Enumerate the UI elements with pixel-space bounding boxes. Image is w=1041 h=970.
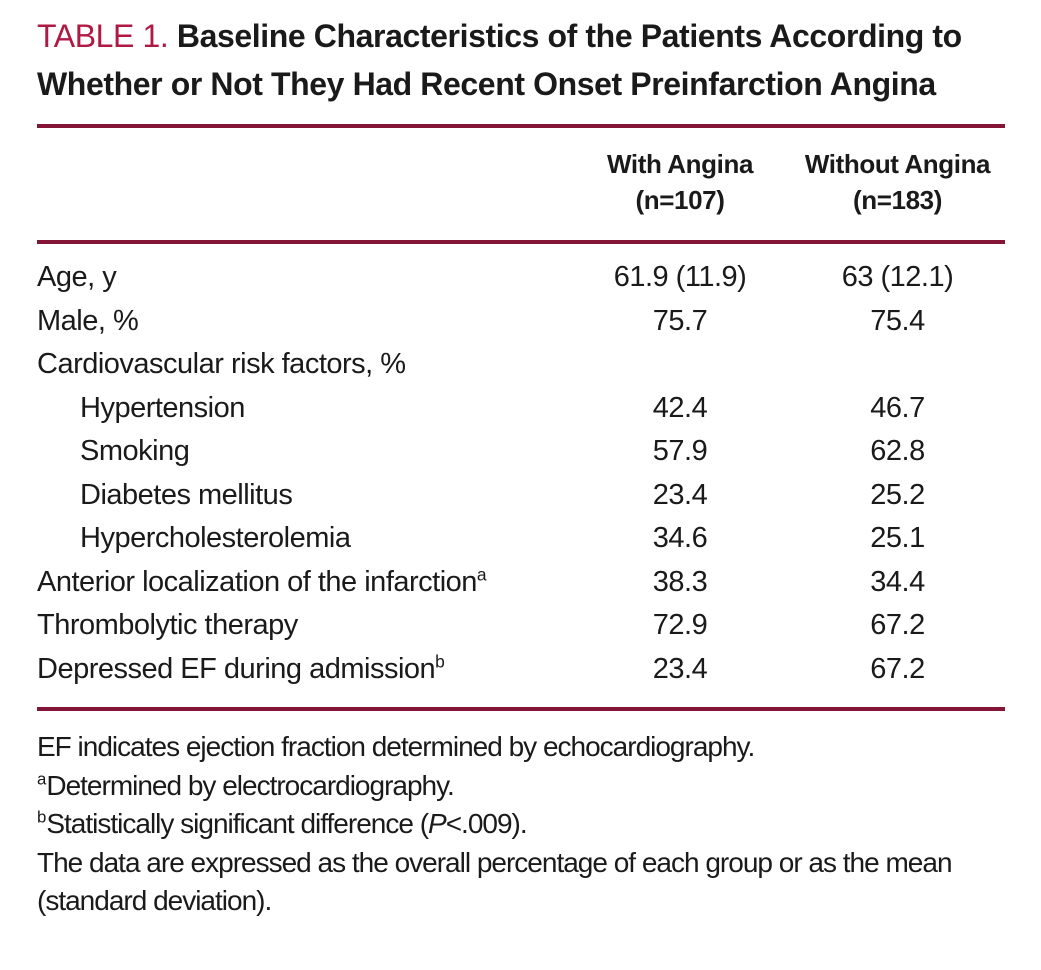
table-body: Age, y 61.9 (11.9) 63 (12.1) Male, % 75.… <box>37 244 1005 707</box>
row-value-with-angina: 61.9 (11.9) <box>613 261 747 293</box>
row-label: Age, y <box>37 261 117 293</box>
table-number-label: TABLE 1. <box>37 18 169 54</box>
row-label: Anterior localization of the infarctiona <box>37 563 487 598</box>
column-n: (n=183) <box>853 185 942 215</box>
table-row-diabetes: Diabetes mellitus 23.4 25.2 <box>37 474 1005 518</box>
row-value-without-angina: 25.2 <box>870 478 925 511</box>
footnote-data-note: The data are expressed as the overall pe… <box>37 846 953 917</box>
title-rule <box>37 124 1005 128</box>
row-label: Diabetes mellitus <box>80 478 293 511</box>
row-label: Cardiovascular risk factors, % <box>37 348 406 380</box>
row-value-without-angina: 67.2 <box>870 609 925 641</box>
footnote-b: bStatistically significant difference (P… <box>37 807 528 839</box>
row-label: Male, % <box>37 304 139 337</box>
footnote-marker-a: a <box>37 769 47 789</box>
table-title: TABLE 1. Baseline Characteristics of the… <box>37 12 1005 108</box>
table-title-text: Baseline Characteristics of the Patients… <box>37 18 962 102</box>
footnote-ef: EF indicates ejection fraction determine… <box>37 731 755 762</box>
column-n: (n=107) <box>635 185 725 215</box>
table-row-hypertension: Hypertension 42.4 46.7 <box>37 387 1005 431</box>
row-label: Hypercholesterolemia <box>80 522 351 554</box>
row-label: Depressed EF during admissionb <box>37 650 445 685</box>
row-value-with-angina: 23.4 <box>652 652 708 685</box>
column-name: Without Angina <box>804 149 991 179</box>
header-rule <box>37 240 1005 244</box>
table-row-cv-risk-factors: Cardiovascular risk factors, % <box>37 343 1005 387</box>
footnote-a: aDetermined by electrocardiography. <box>37 769 455 801</box>
row-value-with-angina: 75.7 <box>652 304 708 337</box>
row-value-without-angina: 46.7 <box>870 391 925 424</box>
column-header-without-angina: Without Angina (n=183) <box>790 146 1005 218</box>
column-header-with-angina: With Angina (n=107) <box>570 146 790 218</box>
column-name: With Angina <box>606 149 754 179</box>
table-header-row: With Angina (n=107) Without Angina (n=18… <box>37 128 1005 240</box>
row-label: Hypertension <box>80 391 245 424</box>
row-value-without-angina: 34.4 <box>870 565 925 598</box>
row-value-with-angina: 72.9 <box>652 609 708 641</box>
footnote-marker-a: a <box>476 563 487 584</box>
table-row-hypercholesterolemia: Hypercholesterolemia 34.6 25.1 <box>37 517 1005 561</box>
table-row-smoking: Smoking 57.9 62.8 <box>37 430 1005 474</box>
table-footnotes: EF indicates ejection fraction determine… <box>37 728 1005 921</box>
row-value-without-angina: 25.1 <box>870 522 925 554</box>
row-label: Smoking <box>80 435 190 467</box>
table-row-age: Age, y 61.9 (11.9) 63 (12.1) <box>37 256 1005 300</box>
table-row-depressed-ef: Depressed EF during admissionb 23.4 67.2 <box>37 648 1005 692</box>
bottom-rule <box>37 707 1005 711</box>
row-value-with-angina: 34.6 <box>652 522 708 554</box>
row-value-with-angina: 23.4 <box>652 478 708 511</box>
p-value-symbol: P <box>428 808 447 839</box>
table-row-thrombolytic-therapy: Thrombolytic therapy 72.9 67.2 <box>37 604 1005 648</box>
row-value-without-angina: 63 (12.1) <box>841 261 954 293</box>
table-row-male: Male, % 75.7 75.4 <box>37 300 1005 344</box>
row-value-with-angina: 38.3 <box>652 565 708 598</box>
row-value-without-angina: 75.4 <box>870 304 925 337</box>
row-value-with-angina: 57.9 <box>652 435 708 467</box>
row-value-without-angina: 67.2 <box>870 652 925 685</box>
footnote-marker-b: b <box>435 650 445 671</box>
row-value-with-angina: 42.4 <box>652 391 708 424</box>
row-label: Thrombolytic therapy <box>37 609 298 641</box>
row-value-without-angina: 62.8 <box>870 435 925 467</box>
footnote-marker-b: b <box>37 807 47 827</box>
table-row-anterior-localization: Anterior localization of the infarctiona… <box>37 561 1005 605</box>
